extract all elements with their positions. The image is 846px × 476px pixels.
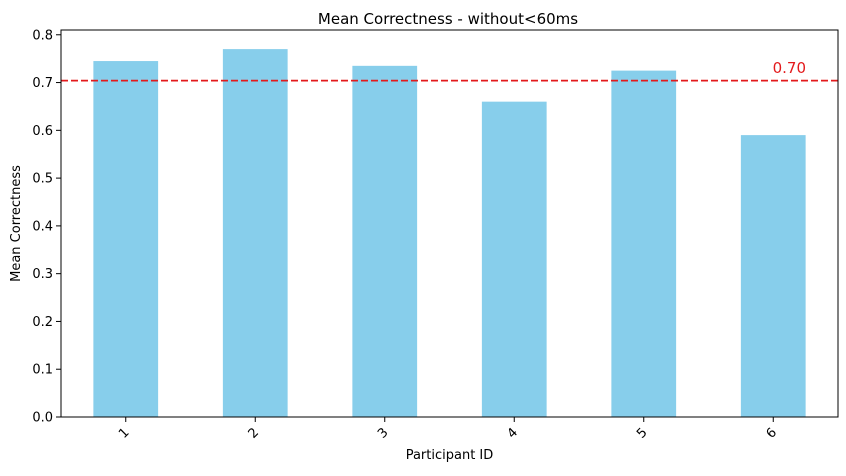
chart-title: Mean Correctness - without<60ms <box>318 10 578 28</box>
x-axis-label: Participant ID <box>406 448 494 463</box>
y-tick-label: 0.3 <box>32 267 53 282</box>
bar-participant-4 <box>481 101 547 418</box>
y-tick-label: 0.4 <box>32 219 53 234</box>
bar-participant-5 <box>611 70 677 417</box>
bar-participant-6 <box>740 135 806 417</box>
plot-frame <box>60 29 839 418</box>
y-tick-label: 0.2 <box>32 315 53 330</box>
y-tick-label: 0.5 <box>32 172 53 187</box>
y-tick-label: 0.0 <box>32 411 53 426</box>
y-axis-label: Mean Correctness <box>9 165 24 282</box>
y-axis-ticks: 0.0 0.1 0.2 0.3 0.4 0.5 0.6 0.7 0.8 <box>32 28 61 426</box>
bars-group <box>93 49 806 418</box>
bar-participant-2 <box>222 49 288 417</box>
y-tick-label: 0.7 <box>32 76 53 91</box>
y-tick-label: 0.1 <box>32 363 53 378</box>
bar-participant-1 <box>93 61 159 418</box>
reference-line-label: 0.70 <box>773 59 806 77</box>
y-tick-label: 0.6 <box>32 124 53 139</box>
bar-participant-3 <box>352 65 418 417</box>
y-tick-label: 0.8 <box>32 28 53 43</box>
